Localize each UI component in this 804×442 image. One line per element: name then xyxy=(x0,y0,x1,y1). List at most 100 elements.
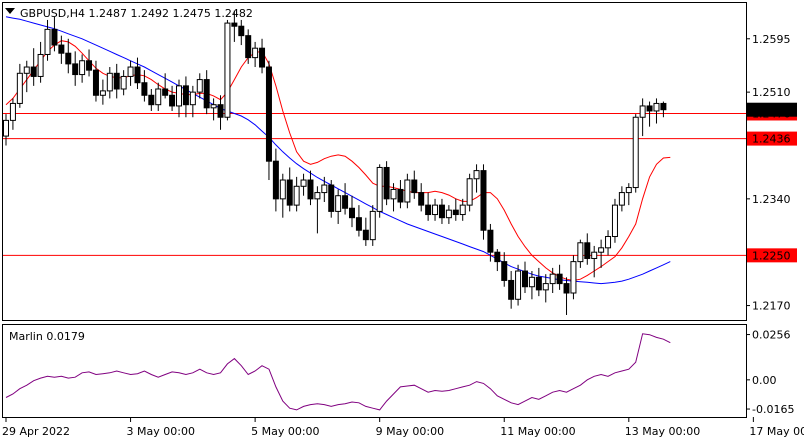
candle[interactable] xyxy=(459,198,466,221)
candle[interactable] xyxy=(37,41,44,83)
candle[interactable] xyxy=(3,114,9,146)
candle[interactable] xyxy=(625,183,632,206)
candle[interactable] xyxy=(196,73,203,99)
candle[interactable] xyxy=(162,73,169,99)
candle[interactable] xyxy=(51,16,58,52)
candle[interactable] xyxy=(217,95,224,130)
candle[interactable] xyxy=(584,233,591,265)
candle[interactable] xyxy=(23,60,30,93)
candle[interactable] xyxy=(515,264,522,306)
candle[interactable] xyxy=(224,19,231,121)
candle[interactable] xyxy=(286,167,293,212)
candle[interactable] xyxy=(155,82,162,111)
candle[interactable] xyxy=(535,267,542,297)
candle[interactable] xyxy=(238,19,245,46)
candle[interactable] xyxy=(355,205,362,237)
candle[interactable] xyxy=(265,60,272,181)
candle[interactable] xyxy=(639,98,646,137)
candle[interactable] xyxy=(632,114,639,193)
candle[interactable] xyxy=(591,245,598,278)
candle[interactable] xyxy=(16,63,23,108)
candle[interactable] xyxy=(653,98,660,124)
candle[interactable] xyxy=(30,48,37,86)
candle[interactable] xyxy=(397,180,404,209)
candle[interactable] xyxy=(556,264,563,290)
candle[interactable] xyxy=(549,267,556,294)
candle[interactable] xyxy=(134,57,141,89)
candle[interactable] xyxy=(176,79,182,118)
candle[interactable] xyxy=(120,70,127,96)
candle[interactable] xyxy=(563,277,570,315)
candle[interactable] xyxy=(611,198,618,243)
candle[interactable] xyxy=(9,98,16,130)
candle[interactable] xyxy=(404,173,411,209)
candle[interactable] xyxy=(44,19,51,61)
candle[interactable] xyxy=(660,101,667,118)
candle[interactable] xyxy=(314,186,321,234)
candle[interactable] xyxy=(279,173,286,218)
candle[interactable] xyxy=(65,38,72,74)
candle-body xyxy=(155,88,162,106)
candle[interactable] xyxy=(473,164,480,193)
candle[interactable] xyxy=(189,85,196,118)
candle[interactable] xyxy=(522,261,528,294)
candle[interactable] xyxy=(466,173,473,212)
candle[interactable] xyxy=(169,85,176,111)
candle[interactable] xyxy=(259,38,266,74)
candle[interactable] xyxy=(618,186,625,212)
candle[interactable] xyxy=(127,60,134,86)
candle-body xyxy=(51,28,58,46)
candle[interactable] xyxy=(293,176,300,212)
candle[interactable] xyxy=(58,35,65,64)
candle[interactable] xyxy=(570,255,577,300)
candle[interactable] xyxy=(300,173,307,196)
candle[interactable] xyxy=(328,180,335,218)
candle[interactable] xyxy=(438,198,445,224)
dropdown-arrow-icon[interactable] xyxy=(5,8,15,14)
candle[interactable] xyxy=(231,10,238,42)
candle[interactable] xyxy=(362,217,369,246)
candle[interactable] xyxy=(307,170,314,206)
candle[interactable] xyxy=(445,205,452,224)
candle[interactable] xyxy=(605,230,612,256)
candle[interactable] xyxy=(369,205,376,246)
candle[interactable] xyxy=(542,274,549,303)
candle[interactable] xyxy=(99,79,106,105)
candle[interactable] xyxy=(349,195,355,228)
candle[interactable] xyxy=(79,54,86,83)
candle[interactable] xyxy=(335,189,342,224)
candle[interactable] xyxy=(148,88,155,111)
candle[interactable] xyxy=(528,271,535,300)
candle[interactable] xyxy=(245,29,252,64)
candle[interactable] xyxy=(86,49,93,77)
candle[interactable] xyxy=(72,51,79,86)
candle[interactable] xyxy=(252,41,259,68)
candle[interactable] xyxy=(376,164,383,218)
candle[interactable] xyxy=(480,164,487,240)
candle[interactable] xyxy=(272,148,279,212)
candle[interactable] xyxy=(182,76,189,118)
candle[interactable] xyxy=(106,67,113,99)
candle[interactable] xyxy=(494,249,501,272)
candle[interactable] xyxy=(411,170,418,199)
candle[interactable] xyxy=(113,63,120,99)
candle[interactable] xyxy=(432,198,439,221)
candle[interactable] xyxy=(598,239,605,268)
candle[interactable] xyxy=(210,98,217,121)
candle[interactable] xyxy=(92,60,99,102)
candle[interactable] xyxy=(203,70,210,115)
candle[interactable] xyxy=(452,198,459,221)
candle[interactable] xyxy=(487,223,494,262)
candle[interactable] xyxy=(508,271,515,309)
candle[interactable] xyxy=(383,161,390,206)
candle[interactable] xyxy=(342,183,349,215)
candle[interactable] xyxy=(141,70,148,102)
candle[interactable] xyxy=(425,192,432,221)
candle-body xyxy=(605,236,612,249)
candle[interactable] xyxy=(321,176,328,202)
candle[interactable] xyxy=(418,183,425,212)
candle[interactable] xyxy=(501,252,508,287)
candle[interactable] xyxy=(646,101,653,127)
candle[interactable] xyxy=(577,239,584,268)
candle[interactable] xyxy=(390,183,397,212)
